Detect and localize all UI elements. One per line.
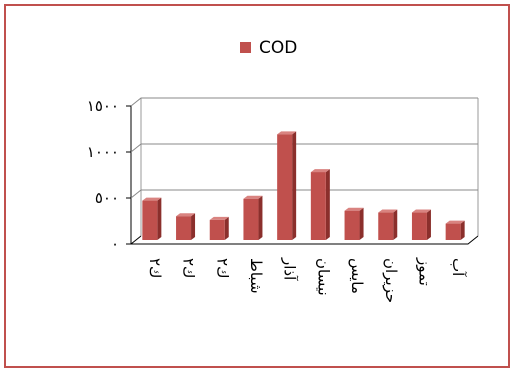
x-tick-label: آذار [281, 257, 299, 281]
bar-group [142, 197, 162, 240]
bar [243, 198, 259, 240]
bar-side [426, 209, 431, 240]
bar-top [277, 131, 297, 135]
bar-top [378, 209, 398, 213]
gridline [130, 143, 478, 153]
legend: COD [240, 38, 297, 58]
x-tick-label: ك٢ [146, 258, 164, 278]
legend-label: COD [259, 38, 297, 58]
bar-top [176, 213, 196, 217]
chart-walls [130, 98, 479, 245]
bar-top [243, 195, 263, 199]
bar [209, 219, 225, 240]
bar-side [258, 195, 263, 240]
x-tick-label: تموز [415, 257, 433, 286]
bar-group [344, 207, 364, 240]
bars [142, 131, 465, 240]
bar-group [277, 131, 297, 240]
bar-group [209, 216, 229, 240]
y-tick-label: ١٠٠٠ [87, 143, 119, 161]
x-tick-label: نيسان [314, 258, 332, 296]
bar-top [411, 209, 431, 213]
bar-chart: COD ٠ ٥٠٠ ١٠٠٠ ١٥٠٠ ك٢ ك٢ ك٢ شباط آذار نيسان مايس… [87, 38, 479, 303]
bar [277, 134, 293, 240]
bar [310, 172, 326, 240]
bar-side [460, 220, 465, 240]
gridline [130, 97, 478, 107]
y-tick-label: ٥٠٠ [95, 189, 119, 207]
x-tick-label: ك٢ [180, 258, 198, 278]
bar [378, 212, 394, 240]
bar-side [191, 213, 196, 240]
bar [344, 210, 360, 240]
bar-side [292, 131, 297, 240]
bar-group [243, 195, 263, 240]
floor-left-edge [130, 235, 142, 245]
bar-side [393, 209, 398, 240]
bar [411, 212, 427, 240]
chart-frame: COD ٠ ٥٠٠ ١٠٠٠ ١٥٠٠ ك٢ ك٢ ك٢ شباط آذار نيسان مايس… [4, 4, 510, 368]
bar-top [445, 220, 465, 224]
bar-group [378, 209, 398, 240]
bar-group [310, 169, 330, 240]
gridlines [130, 97, 478, 199]
bar-side [325, 169, 330, 240]
bar [445, 223, 461, 240]
x-axis-labels: ك٢ ك٢ ك٢ شباط آذار نيسان مايس حزيران تموز آب [146, 257, 467, 303]
legend-swatch [240, 42, 251, 53]
x-tick-label: ك٢ [213, 258, 231, 278]
x-tick-label: شباط [247, 258, 265, 294]
bar-top [310, 169, 330, 173]
bar-top [344, 207, 364, 211]
bar-top [209, 216, 229, 220]
x-tick-label: آب [449, 258, 467, 277]
bar [142, 200, 158, 240]
x-tick-label: حزيران [382, 258, 400, 303]
bar-group [411, 209, 431, 240]
y-tick-label: ٠ [111, 235, 119, 253]
floor-edge [131, 235, 479, 245]
bar-group [176, 213, 196, 240]
y-axis-ticks: ٠ ٥٠٠ ١٠٠٠ ١٥٠٠ [87, 97, 131, 253]
bar-side [359, 207, 364, 240]
bar-group [445, 220, 465, 240]
bar [176, 216, 192, 240]
bar-top [142, 197, 162, 201]
gridline [130, 189, 478, 199]
bar-side [224, 216, 229, 240]
x-tick-label: مايس [348, 258, 366, 294]
bar-side [157, 197, 162, 240]
y-tick-label: ١٥٠٠ [87, 97, 119, 115]
